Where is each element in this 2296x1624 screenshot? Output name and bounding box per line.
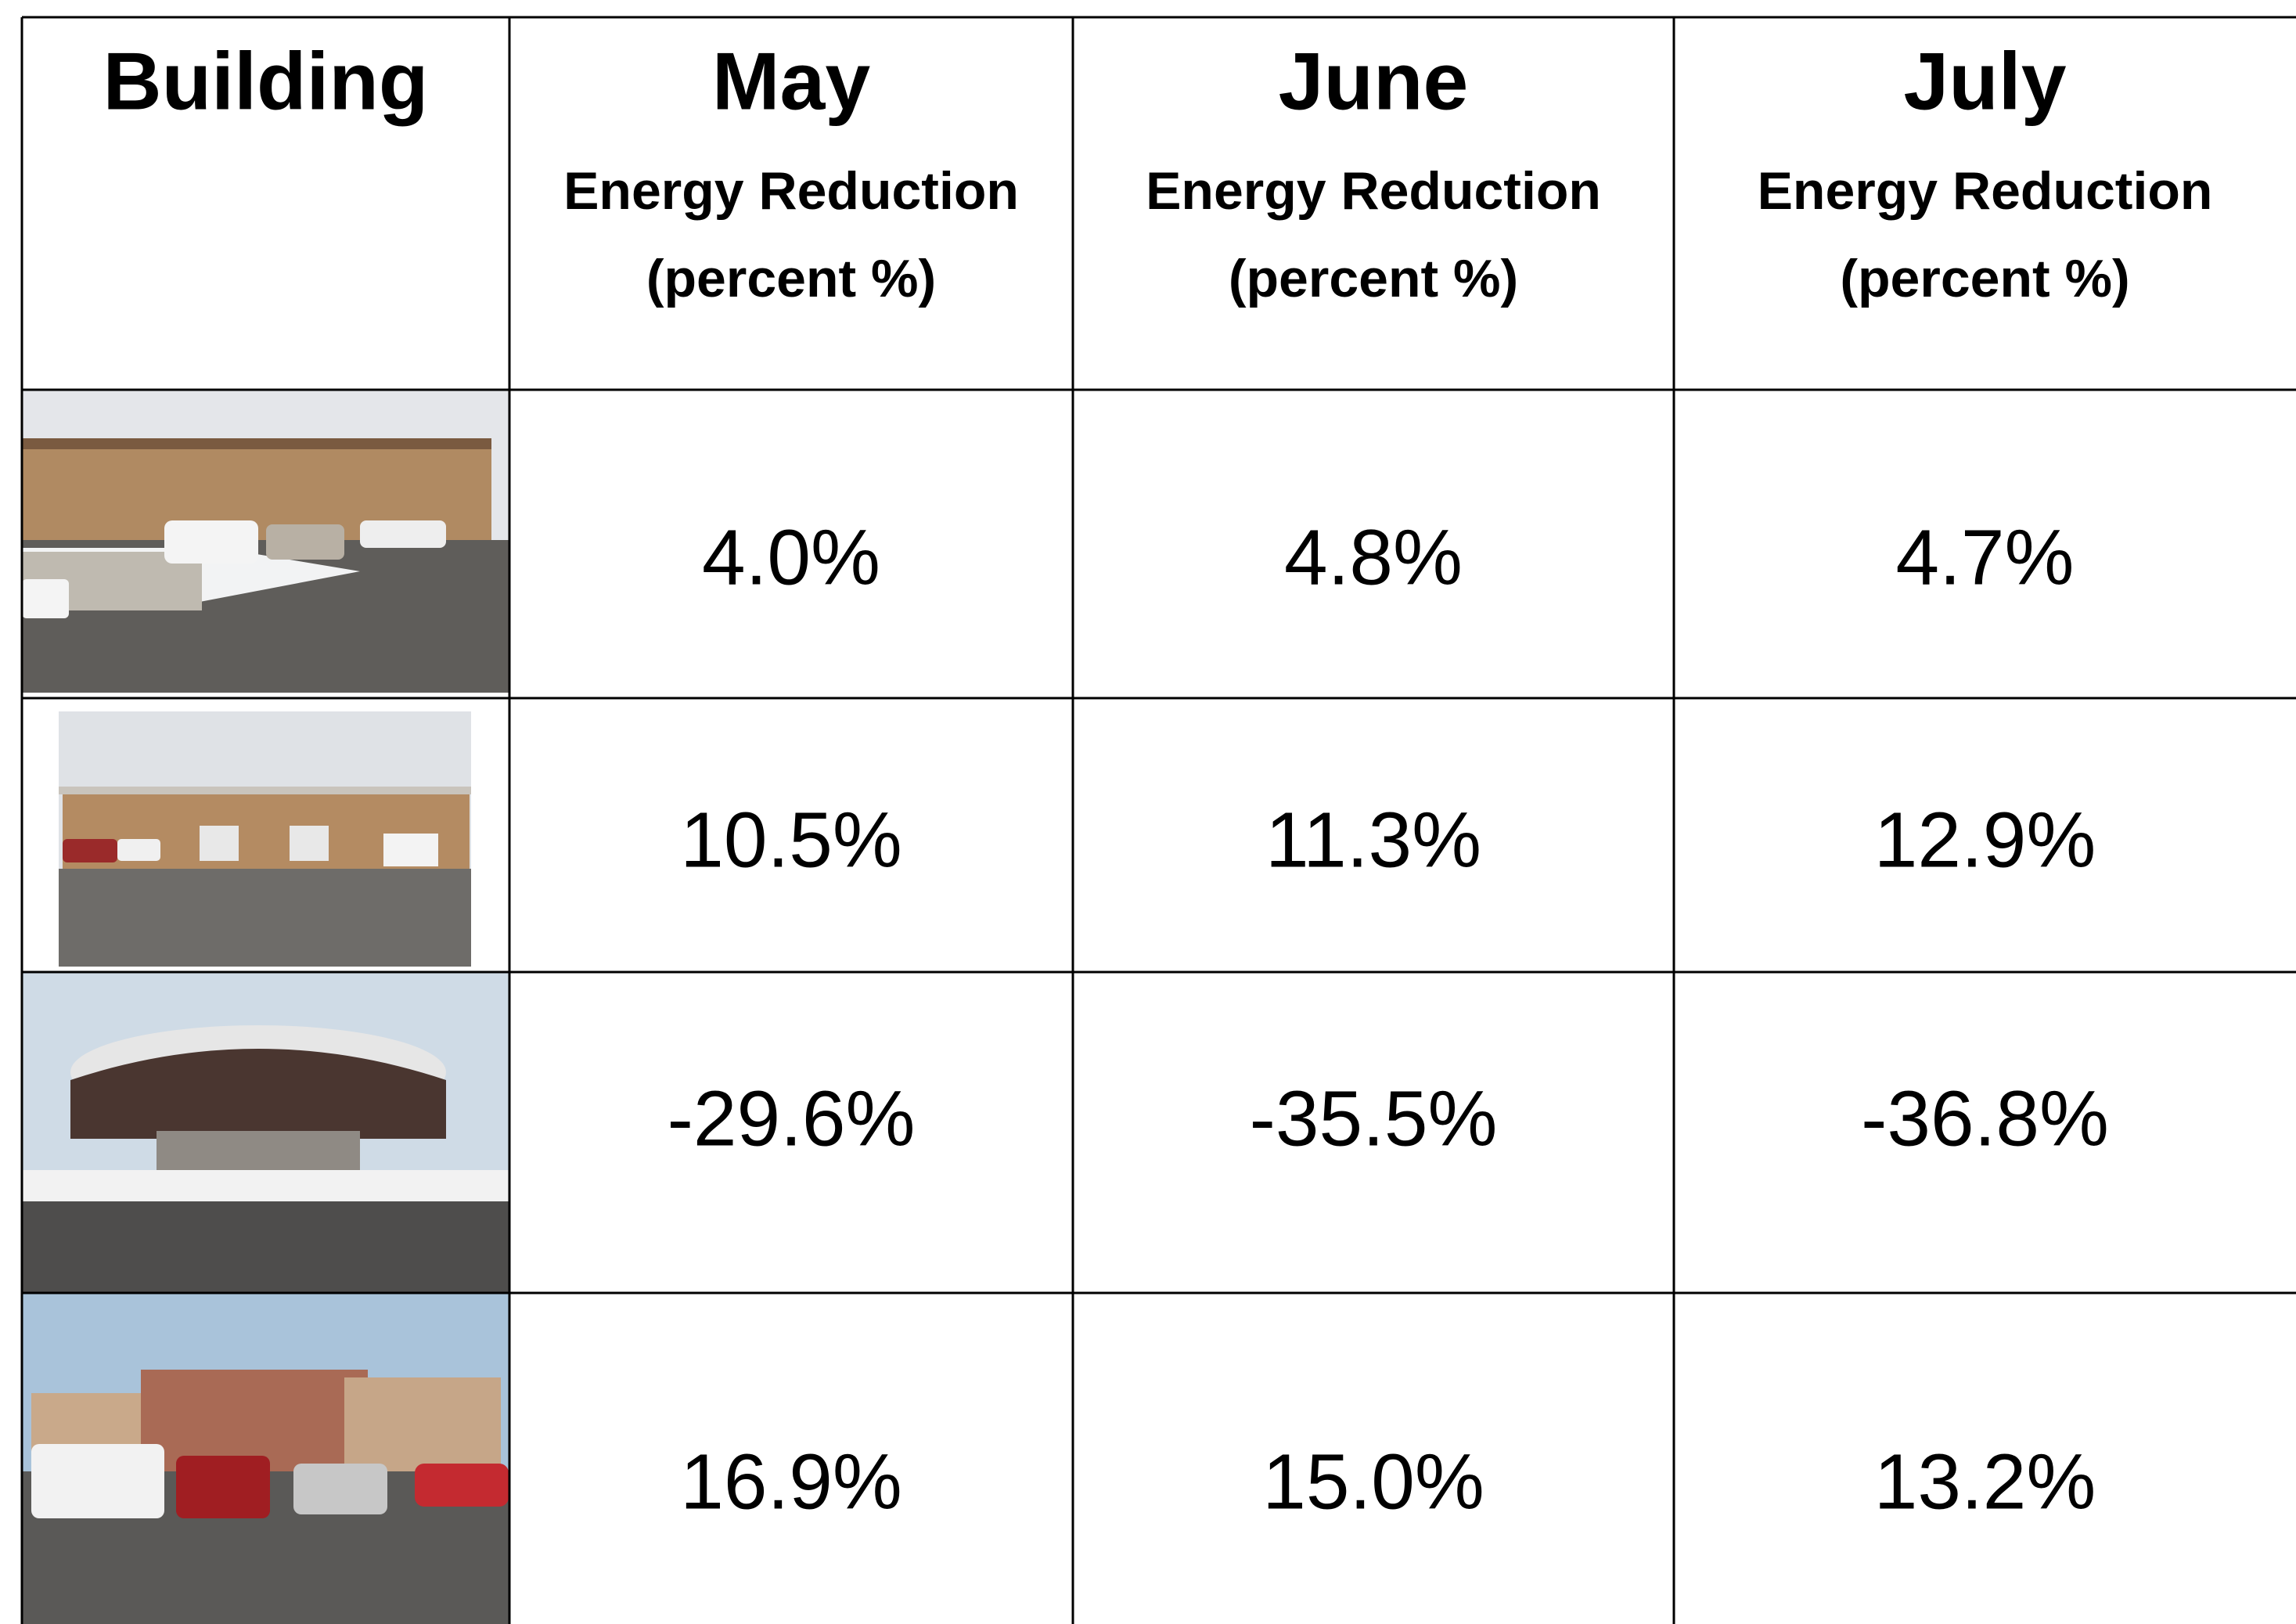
building-photo	[22, 390, 509, 693]
cell-value: -35.5%	[1250, 1075, 1498, 1162]
cell-value: 4.0%	[702, 513, 880, 601]
cell-value: 10.5%	[680, 796, 902, 884]
column-header: July	[1903, 36, 2066, 127]
table: Building May Energy Reduction (percent %) Ju…	[0, 0, 2296, 1624]
cell-value: 4.8%	[1284, 513, 1463, 601]
cell-value: 4.7%	[1896, 513, 2075, 601]
column-unit: (percent %)	[646, 249, 936, 308]
column-subheader: Energy Reduction	[1146, 161, 1601, 221]
page: {"table": { "header": ["Building", {"mon…	[0, 0, 2296, 1624]
building-photo	[59, 711, 471, 967]
column-subheader: Energy Reduction	[563, 161, 1019, 221]
building-photo	[22, 1293, 509, 1624]
cell-value: 12.9%	[1874, 796, 2096, 884]
cell-value: -29.6%	[668, 1075, 916, 1162]
cell-value: 16.9%	[680, 1438, 902, 1525]
cell-value: 15.0%	[1262, 1438, 1484, 1525]
column-header: May	[712, 36, 870, 127]
cell-value: -36.8%	[1861, 1075, 2109, 1162]
cell-value: 11.3%	[1265, 796, 1481, 884]
building-photo	[22, 972, 509, 1293]
column-subheader: Energy Reduction	[1758, 161, 2213, 221]
column-header: June	[1279, 36, 1469, 127]
column-unit: (percent %)	[1840, 249, 2129, 308]
cell-value: 13.2%	[1874, 1438, 2096, 1525]
column-unit: (percent %)	[1229, 249, 1518, 308]
column-header: Building	[103, 36, 429, 127]
